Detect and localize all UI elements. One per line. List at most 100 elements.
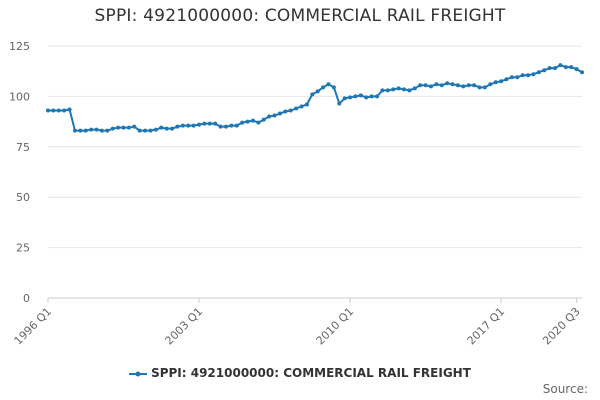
data-point[interactable] xyxy=(304,102,309,107)
data-point[interactable] xyxy=(477,85,482,90)
data-point[interactable] xyxy=(294,106,299,111)
data-point[interactable] xyxy=(466,83,471,88)
data-point[interactable] xyxy=(315,89,320,94)
data-point[interactable] xyxy=(547,66,552,71)
data-point[interactable] xyxy=(402,87,406,92)
data-point[interactable] xyxy=(358,93,363,98)
data-point[interactable] xyxy=(46,108,50,113)
data-point[interactable] xyxy=(348,95,353,100)
data-point[interactable] xyxy=(364,95,369,100)
data-point[interactable] xyxy=(137,128,142,133)
data-point[interactable] xyxy=(256,120,261,125)
data-point[interactable] xyxy=(267,114,272,119)
data-point[interactable] xyxy=(515,75,520,80)
data-point[interactable] xyxy=(580,70,584,75)
data-point[interactable] xyxy=(116,125,121,130)
data-point[interactable] xyxy=(213,121,218,126)
data-point[interactable] xyxy=(240,120,245,125)
data-point[interactable] xyxy=(321,85,326,90)
data-point[interactable] xyxy=(472,83,477,88)
data-point[interactable] xyxy=(407,88,412,93)
data-point[interactable] xyxy=(423,83,428,88)
data-point[interactable] xyxy=(250,118,255,123)
data-point[interactable] xyxy=(337,101,342,106)
data-point[interactable] xyxy=(229,123,234,128)
data-point[interactable] xyxy=(434,82,439,87)
data-point[interactable] xyxy=(132,124,137,129)
data-point[interactable] xyxy=(110,126,115,131)
data-point[interactable] xyxy=(126,125,131,130)
data-point[interactable] xyxy=(99,128,104,133)
data-point[interactable] xyxy=(83,128,88,133)
data-point[interactable] xyxy=(72,128,77,133)
data-point[interactable] xyxy=(493,80,498,85)
data-point[interactable] xyxy=(380,88,385,93)
data-point[interactable] xyxy=(78,128,83,133)
data-point[interactable] xyxy=(272,113,277,118)
data-point[interactable] xyxy=(94,127,99,132)
data-point[interactable] xyxy=(375,94,380,99)
data-point[interactable] xyxy=(574,67,579,72)
data-point[interactable] xyxy=(170,126,175,131)
data-point[interactable] xyxy=(105,128,110,133)
data-point[interactable] xyxy=(391,87,396,92)
data-point[interactable] xyxy=(558,63,563,68)
data-point[interactable] xyxy=(526,73,531,78)
data-point[interactable] xyxy=(159,125,164,130)
data-point[interactable] xyxy=(439,83,444,88)
data-point[interactable] xyxy=(288,108,293,113)
data-point[interactable] xyxy=(56,108,61,113)
data-point[interactable] xyxy=(62,108,67,113)
data-point[interactable] xyxy=(412,86,417,91)
data-point[interactable] xyxy=(191,123,196,128)
data-point[interactable] xyxy=(331,85,336,90)
data-point[interactable] xyxy=(153,127,158,132)
data-point[interactable] xyxy=(180,123,185,128)
data-point[interactable] xyxy=(488,82,493,87)
data-point[interactable] xyxy=(445,81,450,86)
data-point[interactable] xyxy=(283,109,288,114)
data-point[interactable] xyxy=(186,123,191,128)
data-point[interactable] xyxy=(67,107,72,112)
data-point[interactable] xyxy=(277,111,282,116)
data-point[interactable] xyxy=(207,121,212,126)
data-point[interactable] xyxy=(342,96,347,101)
data-point[interactable] xyxy=(569,65,574,70)
data-point[interactable] xyxy=(461,84,466,89)
data-point[interactable] xyxy=(418,83,423,88)
data-point[interactable] xyxy=(531,72,536,77)
data-point[interactable] xyxy=(553,66,558,71)
data-point[interactable] xyxy=(353,94,358,99)
data-point[interactable] xyxy=(369,94,374,99)
data-point[interactable] xyxy=(536,70,541,75)
data-point[interactable] xyxy=(261,117,266,122)
data-point[interactable] xyxy=(499,79,504,84)
data-point[interactable] xyxy=(197,122,202,127)
data-point[interactable] xyxy=(164,126,169,131)
data-point[interactable] xyxy=(234,123,239,128)
data-point[interactable] xyxy=(563,65,568,70)
data-point[interactable] xyxy=(482,85,487,90)
data-point[interactable] xyxy=(245,119,250,124)
data-point[interactable] xyxy=(326,82,331,87)
data-point[interactable] xyxy=(175,124,180,129)
data-point[interactable] xyxy=(143,128,148,133)
data-point[interactable] xyxy=(504,77,509,82)
data-point[interactable] xyxy=(310,92,315,97)
data-point[interactable] xyxy=(455,83,460,88)
data-point[interactable] xyxy=(299,104,304,109)
data-point[interactable] xyxy=(202,121,207,126)
data-point[interactable] xyxy=(148,128,153,133)
data-point[interactable] xyxy=(89,127,94,132)
data-point[interactable] xyxy=(51,108,56,113)
data-point[interactable] xyxy=(396,86,401,91)
data-point[interactable] xyxy=(385,88,390,93)
data-point[interactable] xyxy=(520,73,525,78)
data-point[interactable] xyxy=(428,84,433,89)
data-point[interactable] xyxy=(542,68,547,73)
legend[interactable]: SPPI: 4921000000: COMMERCIAL RAIL FREIGH… xyxy=(0,366,600,380)
data-point[interactable] xyxy=(509,75,514,80)
data-point[interactable] xyxy=(450,82,455,87)
data-point[interactable] xyxy=(121,125,126,130)
data-point[interactable] xyxy=(218,124,223,129)
